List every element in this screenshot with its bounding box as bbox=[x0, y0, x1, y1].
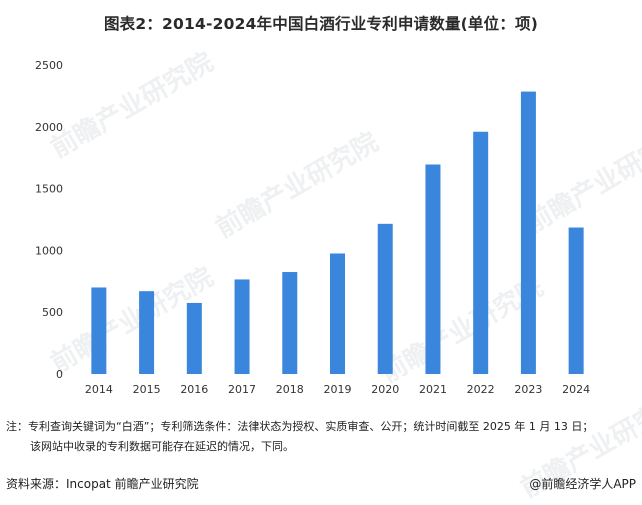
brand-credit: @前瞻经济学人APP bbox=[529, 477, 636, 491]
chart-title: 图表2：2014-2024年中国白酒行业专利申请数量(单位：项) bbox=[103, 15, 539, 33]
x-tick-label: 2016 bbox=[180, 383, 208, 396]
bar-2015 bbox=[139, 291, 155, 374]
x-tick-label: 2024 bbox=[562, 383, 590, 396]
y-tick-label: 1500 bbox=[35, 183, 63, 196]
x-tick-label: 2018 bbox=[276, 383, 304, 396]
y-tick-label: 2500 bbox=[35, 59, 63, 72]
y-tick-label: 1000 bbox=[35, 244, 63, 257]
bar-2024 bbox=[568, 227, 584, 374]
x-tick-label: 2014 bbox=[85, 383, 113, 396]
bar-2019 bbox=[330, 253, 345, 374]
data-source: 资料来源：Incopat 前瞻产业研究院 bbox=[6, 477, 199, 491]
y-tick-label: 2000 bbox=[35, 121, 63, 134]
bar-2020 bbox=[377, 223, 393, 374]
bar-2021 bbox=[425, 164, 441, 374]
x-tick-label: 2022 bbox=[467, 383, 495, 396]
footer: 资料来源：Incopat 前瞻产业研究院 @前瞻经济学人APP bbox=[6, 475, 636, 492]
bar-2016 bbox=[186, 302, 202, 374]
bar-2022 bbox=[473, 131, 489, 374]
y-tick-label: 0 bbox=[56, 368, 63, 381]
x-tick-label: 2020 bbox=[371, 383, 399, 396]
y-tick-label: 500 bbox=[42, 306, 63, 319]
bar-2017 bbox=[234, 279, 250, 374]
x-tick-label: 2023 bbox=[514, 383, 542, 396]
x-tick-label: 2015 bbox=[133, 383, 161, 396]
x-tick-label: 2019 bbox=[324, 383, 352, 396]
x-tick-label: 2021 bbox=[419, 383, 447, 396]
x-tick-label: 2017 bbox=[228, 383, 256, 396]
note-line-1: 注：专利查询关键词为“白酒”；专利筛选条件：法律状态为授权、实质审查、公开；统计… bbox=[6, 420, 594, 433]
note-line-2: 该网站中收录的专利数据可能存在延迟的情况，下同。 bbox=[30, 440, 294, 453]
bar-2014 bbox=[91, 287, 107, 374]
bar-2018 bbox=[282, 272, 298, 374]
bar-2023 bbox=[520, 91, 536, 374]
x-axis: 2014 2015 2016 2017 2018 2019 2020 2021 2022 2023… bbox=[85, 383, 590, 396]
chart-note: 注：专利查询关键词为“白酒”；专利筛选条件：法律状态为授权、实质审查、公开；统计… bbox=[6, 417, 638, 457]
y-axis: 0 500 1000 1500 2000 2500 bbox=[35, 59, 63, 381]
bars bbox=[91, 91, 584, 374]
